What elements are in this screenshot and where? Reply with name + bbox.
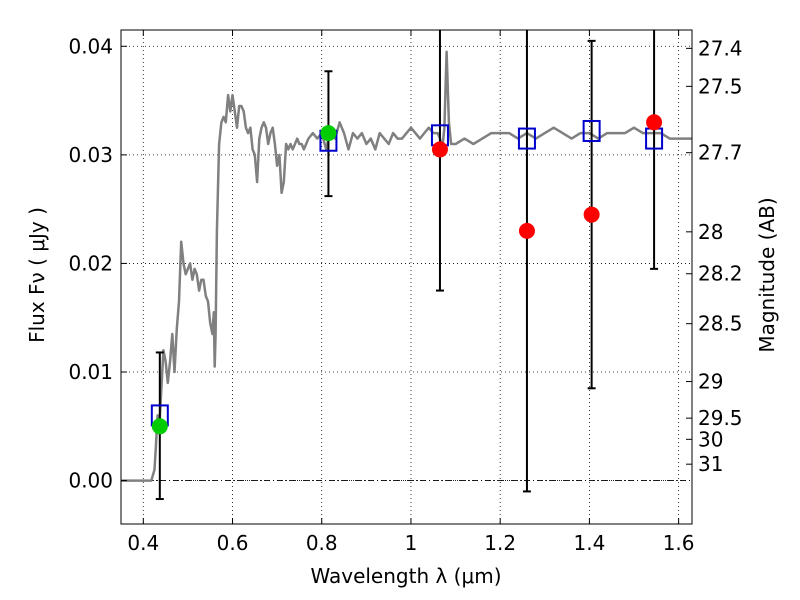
y-tick-label: 0.03 [68, 143, 113, 167]
filled-circle-marker [320, 125, 337, 142]
filled-circle-marker [518, 222, 535, 239]
plot-area [121, 30, 692, 501]
y-axis-label: Flux Fν ( μJy ) [25, 207, 49, 343]
magnitude-tick-label: 28 [698, 220, 723, 244]
y-tick-label: 0.00 [68, 469, 113, 493]
axes: 0.4 0.6 0.8 1 1.2 1.4 1.6 0.00 0.01 0.02 0.03 0.04 2… [68, 30, 743, 555]
magnitude-tick-label: 27.7 [698, 141, 743, 165]
x-axis-label: Wavelength λ (μm) [310, 564, 501, 588]
x-tick-label: 1.4 [573, 531, 605, 555]
filled-circle-marker [646, 114, 663, 131]
x-tick-label: 1.6 [663, 531, 695, 555]
magnitude-tick-label: 31 [698, 452, 723, 476]
y-tick-label: 0.01 [68, 360, 113, 384]
filled-circle-marker [151, 418, 168, 435]
magnitude-tick-label: 27.5 [698, 74, 743, 98]
magnitude-tick-label: 28.5 [698, 312, 743, 336]
filled-circle-marker [583, 206, 600, 223]
magnitude-tick-label: 29 [698, 370, 723, 394]
open-square-marker [582, 119, 601, 142]
open-square-marker [517, 127, 536, 150]
magnitude-tick-label: 27.4 [698, 36, 743, 60]
y-tick-label: 0.04 [68, 34, 113, 58]
x-tick-label: 1 [405, 531, 418, 555]
x-tick-label: 0.8 [306, 531, 338, 555]
x-tick-label: 0.4 [127, 531, 159, 555]
secondary-y-axis-label: Magnitude (AB) [755, 197, 779, 352]
grid [121, 30, 692, 524]
y-tick-label: 0.02 [68, 251, 113, 275]
x-tick-label: 1.2 [484, 531, 516, 555]
filled-circle-marker [431, 141, 448, 158]
model-spectrum-line [121, 50, 692, 482]
plot-frame [120, 29, 693, 525]
magnitude-tick-label: 30 [698, 427, 723, 451]
magnitude-tick-label: 29.5 [698, 406, 743, 430]
magnitude-tick-label: 28.2 [698, 262, 743, 286]
x-tick-label: 0.6 [217, 531, 249, 555]
